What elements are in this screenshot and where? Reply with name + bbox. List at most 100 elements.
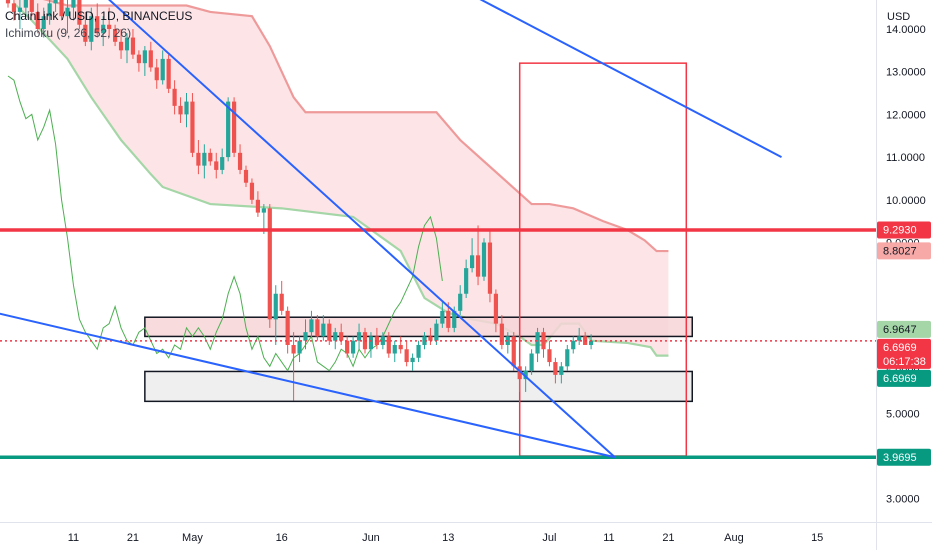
candle-body — [130, 37, 136, 55]
candle-body — [190, 101, 195, 153]
candle-body — [422, 336, 427, 345]
candle-body — [565, 349, 570, 367]
candle-body — [559, 366, 564, 375]
candle-body — [166, 58, 171, 89]
candle-body — [118, 41, 124, 51]
candle-body — [47, 3, 52, 17]
candle-body — [380, 336, 385, 345]
zone-rect-0 — [144, 316, 694, 338]
x-tick-label: Jun — [362, 532, 380, 544]
horizontal-levels — [0, 228, 876, 460]
price-badge-5 — [877, 448, 931, 466]
candle-body — [333, 332, 338, 341]
candle-body — [214, 161, 219, 170]
candle-body — [523, 370, 528, 380]
candle-body — [237, 152, 243, 170]
candle-body — [404, 349, 409, 363]
candle-body — [440, 310, 445, 324]
candle-body — [243, 169, 249, 183]
candle-body — [481, 242, 487, 277]
candle-body — [410, 357, 415, 363]
candle-body — [71, 0, 76, 8]
candle-body — [446, 310, 451, 328]
candle-body — [279, 293, 284, 311]
y-tick-label: 13.0000 — [886, 67, 926, 79]
ichimoku-cloud — [13, 0, 669, 357]
candle-body — [535, 332, 540, 354]
candle-body — [386, 336, 391, 354]
candle-body — [458, 293, 463, 311]
candle-body — [285, 310, 290, 345]
price-badge-text: 6.6969 — [883, 342, 917, 354]
candle-body — [267, 208, 272, 320]
candle-body — [392, 344, 397, 354]
candle-body — [53, 0, 58, 4]
price-badge-0 — [877, 221, 931, 239]
candle-body — [89, 16, 94, 42]
candle-body — [273, 293, 278, 320]
x-tick-label: 15 — [811, 532, 823, 544]
price-badge-1 — [877, 242, 931, 260]
candle-body — [154, 67, 159, 81]
candle-body — [160, 58, 165, 81]
x-tick-label: 13 — [442, 532, 454, 544]
candle-body — [77, 0, 82, 25]
x-tick-label: 21 — [127, 532, 139, 544]
indicator-label[interactable]: Ichimoku (9, 26, 52, 26) — [5, 26, 132, 40]
candle-body — [303, 332, 308, 341]
x-tick-label: Aug — [724, 532, 744, 544]
candle-body — [65, 7, 70, 17]
candle-body — [428, 336, 433, 341]
candle-body — [517, 366, 522, 380]
candle-body — [434, 323, 439, 341]
x-tick-label: 21 — [662, 532, 674, 544]
candle-body — [475, 255, 481, 277]
x-tick-label: 11 — [68, 532, 79, 544]
candle-body — [529, 353, 534, 371]
candle-body — [321, 323, 326, 337]
candle-body — [101, 24, 106, 34]
trendline-0 — [108, 0, 616, 459]
candle-body — [178, 105, 183, 115]
candle-body — [571, 340, 576, 350]
candle-body — [505, 336, 510, 345]
candle-body — [142, 50, 147, 64]
candle-body — [249, 182, 255, 200]
price-badge-3 — [877, 338, 931, 369]
cloud-fill — [13, 0, 669, 356]
candle-body — [148, 50, 153, 68]
candle-body — [35, 11, 40, 29]
candle-body — [452, 310, 457, 328]
price-badge-text: 9.2930 — [883, 224, 917, 236]
price-badge-2 — [877, 320, 931, 338]
candle-body — [327, 323, 332, 341]
candle-body — [196, 152, 201, 166]
candle-body — [23, 0, 28, 8]
price-badge-text: 8.8027 — [883, 245, 917, 257]
symbol-title[interactable]: ChainLink / USD, 1D, BINANCEUS — [5, 9, 193, 23]
time-axis-bg — [0, 522, 932, 550]
y-tick-label: 11.0000 — [886, 152, 925, 164]
candle-body — [547, 349, 552, 363]
candle-body — [41, 16, 46, 29]
zone-rect-1 — [144, 370, 694, 403]
x-tick-label: 11 — [603, 532, 614, 544]
candle-body — [398, 344, 403, 350]
candle-body — [541, 332, 546, 350]
candle-body — [315, 319, 320, 337]
candle-body — [226, 101, 231, 158]
candle-body — [184, 101, 189, 115]
chart-legend: ChainLink / USD, 1D, BINANCEUS Ichimoku … — [5, 8, 192, 42]
candle-body — [351, 340, 356, 354]
price-badge-text: 3.9695 — [883, 452, 917, 464]
candle-body — [107, 24, 112, 29]
candle-body — [255, 199, 260, 213]
candle-body — [136, 54, 141, 64]
candle-body — [487, 242, 493, 294]
candle-body — [470, 255, 475, 269]
x-tick-label: Jul — [542, 532, 556, 544]
trendline-1 — [0, 312, 616, 459]
candle-body — [59, 0, 64, 17]
